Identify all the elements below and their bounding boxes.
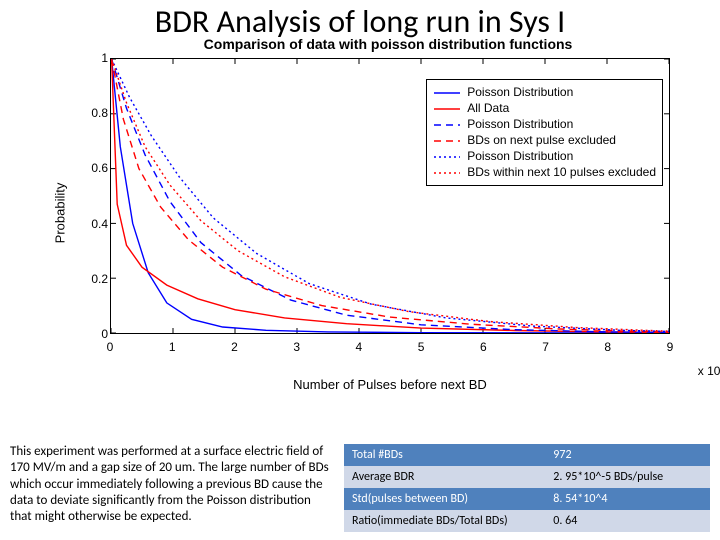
table-key: Total #BDs	[344, 444, 545, 466]
stats-table: Total #BDs972Average BDR2. 95*10^-5 BDs/…	[344, 444, 710, 532]
xtick-label: 2	[231, 340, 238, 354]
legend-label: All Data	[467, 101, 509, 116]
table-value: 0. 64	[545, 510, 710, 532]
table-key: Average BDR	[344, 466, 545, 488]
ytick-label: 1	[86, 51, 108, 65]
chart-ylabel: Probability	[53, 183, 68, 244]
chart-exponent-base: x 10	[698, 364, 720, 378]
table-row: Total #BDs972	[344, 444, 710, 466]
xtick-label: 4	[356, 340, 363, 354]
table-row: Ratio(immediate BDs/Total BDs)0. 64	[344, 510, 710, 532]
table-key: Ratio(immediate BDs/Total BDs)	[344, 510, 545, 532]
legend-item: BDs within next 10 pulses excluded	[433, 165, 656, 180]
chart-plot-area: Poisson DistributionAll DataPoisson Dist…	[110, 58, 670, 334]
chart-title: Comparison of data with poisson distribu…	[78, 36, 698, 52]
xtick-label: 6	[480, 340, 487, 354]
ytick-label: 0	[86, 327, 108, 341]
table-value: 2. 95*10^-5 BDs/pulse	[545, 466, 710, 488]
legend-item: Poisson Distribution	[433, 117, 656, 132]
ytick-label: 0.6	[86, 161, 108, 175]
table-value: 8. 54*10^4	[545, 488, 710, 510]
chart-container: Comparison of data with poisson distribu…	[78, 42, 698, 384]
table-row: Std(pulses between BD)8. 54*10^4	[344, 488, 710, 510]
legend-item: All Data	[433, 101, 656, 116]
table-value: 972	[545, 444, 710, 466]
xtick-label: 7	[542, 340, 549, 354]
table-key: Std(pulses between BD)	[344, 488, 545, 510]
xtick-label: 1	[169, 340, 176, 354]
xtick-label: 3	[293, 340, 300, 354]
ytick-label: 0.8	[86, 106, 108, 120]
chart-xlabel: Number of Pulses before next BD	[110, 377, 670, 392]
xtick-label: 9	[667, 340, 674, 354]
xtick-label: 5	[418, 340, 425, 354]
legend-item: BDs on next pulse excluded	[433, 133, 656, 148]
legend-label: BDs on next pulse excluded	[467, 133, 616, 148]
ytick-label: 0.4	[86, 217, 108, 231]
chart-exponent: x 105	[698, 362, 720, 378]
footer: This experiment was performed at a surfa…	[10, 444, 710, 532]
legend-label: Poisson Distribution	[467, 117, 573, 132]
legend-label: BDs within next 10 pulses excluded	[467, 165, 656, 180]
xtick-label: 8	[604, 340, 611, 354]
legend-label: Poisson Distribution	[467, 85, 573, 100]
caption-text: This experiment was performed at a surfa…	[10, 444, 330, 525]
table-row: Average BDR2. 95*10^-5 BDs/pulse	[344, 466, 710, 488]
slide: BDR Analysis of long run in Sys I Compar…	[0, 0, 720, 540]
chart-legend: Poisson DistributionAll DataPoisson Dist…	[426, 79, 663, 186]
legend-item: Poisson Distribution	[433, 85, 656, 100]
ytick-label: 0.2	[86, 272, 108, 286]
legend-item: Poisson Distribution	[433, 149, 656, 164]
xtick-label: 0	[107, 340, 114, 354]
legend-label: Poisson Distribution	[467, 149, 573, 164]
